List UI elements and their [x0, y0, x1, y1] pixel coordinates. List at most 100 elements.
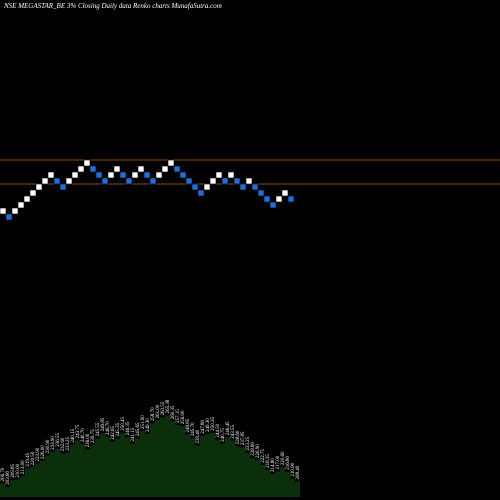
volume-label: 247.80: [201, 420, 206, 434]
volume-label: 251.90: [141, 415, 146, 429]
renko-brick-up: [281, 189, 289, 197]
volume-label: 233.25: [66, 436, 71, 450]
volume-label: 245.65: [136, 422, 141, 436]
volume-label: 239.40: [196, 429, 201, 443]
volume-label: 249.85: [101, 417, 106, 431]
volume-label: 265.38: [166, 399, 171, 413]
renko-brick-down: [89, 165, 97, 173]
volume-label: 218.35: [266, 454, 271, 468]
volume-label: 220.60: [281, 451, 286, 465]
renko-brick-up: [113, 165, 121, 173]
renko-brick-up: [11, 207, 19, 215]
volume-label: 226.90: [256, 444, 261, 458]
volume-label: 208.40: [296, 465, 301, 479]
volume-label: 250.45: [121, 416, 126, 430]
volume-label: 230.90: [46, 439, 51, 453]
renko-brick-down: [269, 201, 277, 209]
renko-brick-down: [287, 195, 295, 203]
volume-label: 249.30: [206, 418, 211, 432]
volume-label: 220.50: [31, 451, 36, 465]
renko-brick-up: [71, 171, 79, 179]
volume-label: 261.00: [156, 404, 161, 418]
renko-brick-up: [0, 207, 7, 215]
renko-brick-down: [101, 177, 109, 185]
renko-brick-down: [221, 177, 229, 185]
renko-brick-up: [131, 171, 139, 179]
renko-brick-up: [35, 183, 43, 191]
renko-brick-down: [119, 171, 127, 179]
volume-label: 243.75: [76, 424, 81, 438]
volume-label: 210.90: [291, 462, 296, 476]
volume-label: 219.45: [26, 452, 31, 466]
renko-brick-up: [227, 171, 235, 179]
renko-brick-up: [245, 177, 253, 185]
renko-brick-up: [215, 171, 223, 179]
volume-label: 240.75: [221, 428, 226, 442]
renko-brick-down: [149, 177, 157, 185]
volume-label: 263.55: [161, 401, 166, 415]
volume-label: 214.80: [271, 458, 276, 472]
volume-label: 243.55: [231, 424, 236, 438]
renko-brick-down: [197, 189, 205, 197]
renko-brick-down: [263, 195, 271, 203]
volume-label: 233.90: [51, 436, 56, 450]
volume-label: 233.25: [246, 436, 251, 450]
renko-brick-down: [239, 183, 247, 191]
renko-brick-up: [161, 165, 169, 173]
volume-label: 240.70: [81, 428, 86, 442]
volume-label: 245.35: [116, 422, 121, 436]
volume-label: 239.75: [91, 429, 96, 443]
renko-brick-up: [47, 171, 55, 179]
volume-label: 222.75: [261, 449, 266, 463]
renko-brick-down: [125, 177, 133, 185]
volume-label: 242.65: [111, 425, 116, 439]
renko-brick-down: [191, 183, 199, 191]
renko-brick-up: [23, 195, 31, 203]
renko-brick-up: [17, 201, 25, 209]
volume-area: [0, 415, 300, 497]
volume-label: 249.30: [146, 418, 151, 432]
volume-label: 250.35: [211, 417, 216, 431]
volume-label: 257.15: [176, 409, 181, 423]
renko-brick-up: [77, 165, 85, 173]
renko-brick-down: [185, 177, 193, 185]
renko-brick-down: [143, 171, 151, 179]
volume-label: 223.90: [36, 447, 41, 461]
renko-brick-down: [53, 177, 61, 185]
renko-brick-down: [179, 171, 187, 179]
volume-label: 240.15: [71, 428, 76, 442]
volume-label: 258.70: [151, 407, 156, 421]
volume-label: 210.00: [16, 463, 21, 477]
renko-brick-down: [251, 183, 259, 191]
renko-brick-down: [173, 165, 181, 173]
volume-label: 228.80: [251, 442, 256, 456]
volume-label: 246.70: [106, 421, 111, 435]
renko-brick-down: [95, 171, 103, 179]
renko-brick-up: [167, 159, 175, 167]
volume-label: 232.60: [61, 437, 66, 451]
volume-label: 245.70: [191, 422, 196, 436]
renko-brick-up: [41, 177, 49, 185]
renko-brick-up: [209, 177, 217, 185]
volume-label: 260.35: [171, 405, 176, 419]
renko-bricks: [0, 159, 295, 221]
renko-brick-down: [5, 213, 13, 221]
volume-label: 241.15: [131, 427, 136, 441]
chart-title: NSE MEGASTAR_BE 3% Closing Daily data Re…: [3, 2, 222, 10]
volume-label: 236.55: [56, 433, 61, 447]
volume-label: 246.35: [126, 421, 131, 435]
volume-label: 238.60: [236, 430, 241, 444]
renko-brick-down: [257, 189, 265, 197]
renko-brick-up: [29, 189, 37, 197]
volume-label: 206.70: [1, 467, 6, 481]
volume-label: 226.00: [41, 445, 46, 459]
renko-brick-up: [107, 171, 115, 179]
renko-brick-up: [65, 177, 73, 185]
renko-brick-up: [137, 165, 145, 173]
renko-brick-down: [59, 183, 67, 191]
volume-label: 213.00: [21, 460, 26, 474]
volume-label: 203.80: [6, 471, 11, 485]
